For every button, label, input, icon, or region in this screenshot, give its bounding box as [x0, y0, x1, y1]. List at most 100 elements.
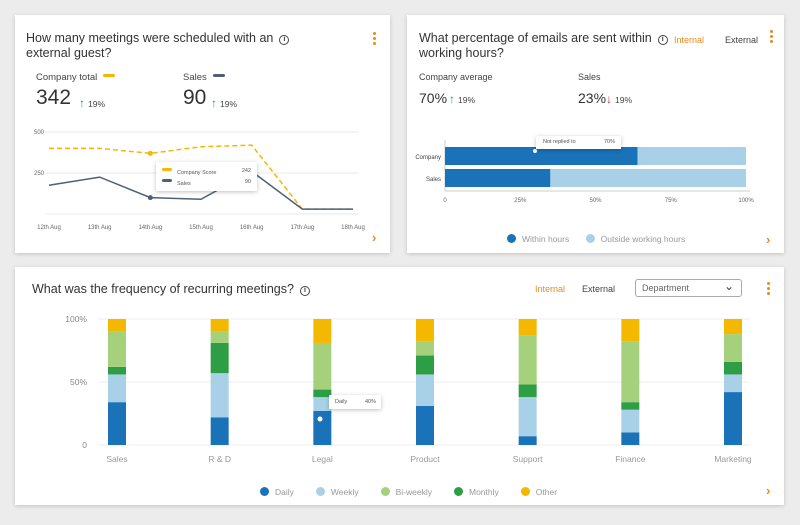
x-category-label: Finance — [615, 454, 646, 464]
bar-within-hours — [445, 169, 551, 187]
legend-dot — [585, 234, 595, 243]
bar-segment-daily — [108, 402, 126, 445]
legend-label: Daily — [275, 487, 294, 497]
dropdown-value: Department — [642, 283, 690, 293]
chevron-right-icon[interactable]: › — [766, 232, 771, 247]
chart-tooltip: Company Score 242 Sales 90 — [156, 162, 257, 191]
bar-segment-other — [416, 319, 434, 342]
y-tick-label: 50% — [70, 377, 87, 387]
bar-segment-monthly — [210, 342, 229, 374]
tooltip-value: 242 — [241, 168, 251, 174]
toggle-external[interactable]: External — [582, 284, 616, 294]
tooltip-label: Company Score — [177, 170, 217, 176]
card-title: How many meetings were scheduled with an… — [26, 31, 290, 61]
x-tick-label: 17th Aug — [290, 225, 314, 231]
bar-segment-daily — [724, 392, 742, 445]
bar-segment-monthly — [621, 402, 640, 410]
chevron-right-icon[interactable]: › — [372, 230, 377, 245]
bar-segment-daily — [518, 436, 537, 445]
recurring-meetings-card: What was the frequency of recurring meet… — [15, 267, 784, 505]
bar-segment-weekly — [313, 397, 332, 411]
toggle-external[interactable]: External — [725, 35, 759, 45]
card-title-line-1: What percentage of emails are sent withi… — [419, 31, 652, 45]
info-icon[interactable]: i — [299, 286, 310, 296]
metric-label-company: Company average — [419, 72, 493, 82]
metric-label-sales: Sales — [183, 72, 225, 83]
bar-segment-daily — [621, 432, 640, 445]
bar-segment-monthly — [108, 366, 126, 375]
legend-label: Outside working hours — [600, 234, 686, 244]
metric-value-company: 70% — [419, 90, 448, 106]
bar-segment-other — [724, 319, 742, 335]
card-title-line-2: external guest? — [26, 46, 112, 60]
more-options-icon[interactable] — [768, 30, 774, 44]
bar-segment-bi-weekly — [416, 341, 434, 356]
chevron-right-icon[interactable]: › — [766, 483, 771, 498]
bar-segment-weekly — [416, 374, 434, 406]
x-tick-label: 13th Aug — [88, 225, 112, 231]
legend-label: Other — [535, 487, 558, 497]
bar-segment-monthly — [313, 389, 332, 398]
bar-segment-monthly — [416, 355, 434, 375]
info-icon[interactable]: i — [657, 35, 668, 45]
legend-label: Within hours — [522, 234, 570, 244]
y-tick-label: 0 — [82, 440, 87, 450]
bar-segment-daily — [210, 417, 229, 445]
bar-segment-bi-weekly — [518, 335, 537, 385]
x-category-label: Marketing — [714, 454, 752, 464]
x-category-label: Product — [410, 454, 440, 464]
metric-value-sales: 23% — [578, 90, 607, 106]
metric-delta-sales: ↑ 19% — [211, 96, 238, 110]
bar-segment-daily — [416, 405, 434, 445]
bar-outside-hours — [550, 169, 746, 187]
legend-dot — [507, 234, 516, 243]
bar-segment-monthly — [518, 384, 537, 398]
x-category-label: Sales — [106, 454, 127, 464]
data-point-marker — [317, 416, 323, 422]
bar-segment-weekly — [108, 374, 126, 403]
x-tick-label: 15th Aug — [189, 225, 213, 231]
bar-segment-weekly — [724, 374, 742, 393]
toggle-internal[interactable]: Internal — [674, 35, 705, 45]
arrow-down-icon: ↓ — [606, 92, 612, 106]
stacked-bar-chart: 100% 50% 0 Sales R & D Legal Product Support Fin… — [65, 314, 752, 464]
emails-working-hours-card: What percentage of emails are sent withi… — [407, 15, 784, 253]
card-title-text: What was the frequency of recurring meet… — [32, 282, 294, 296]
department-dropdown[interactable]: Department ⌄ — [635, 279, 742, 297]
bar-segment-bi-weekly — [724, 334, 742, 362]
x-category-label: R & D — [208, 454, 231, 464]
chart-tooltip: Daily 40% — [329, 395, 381, 409]
metric-delta-company: ↑ 19% — [449, 92, 476, 106]
y-tick-label: 500 — [34, 130, 45, 136]
bar-outside-hours — [637, 147, 746, 165]
tooltip-value: 70% — [603, 139, 615, 145]
sales-line — [48, 170, 353, 210]
horizontal-bar-chart: Company Sales 0 25% 50% 75% 100% — [415, 140, 754, 204]
data-point-marker — [147, 195, 153, 201]
bar-segment-monthly — [724, 361, 742, 375]
tooltip-value: 40% — [364, 399, 376, 405]
x-tick-label: 16th Aug — [240, 225, 264, 231]
bar-segment-weekly — [518, 397, 537, 437]
x-tick-label: 25% — [514, 198, 527, 204]
metric-label-sales: Sales — [578, 72, 601, 82]
bar-segment-other — [518, 319, 537, 336]
legend-dot — [454, 487, 463, 496]
data-point-marker — [147, 150, 153, 156]
card-title-line-2: working hours? — [419, 46, 504, 60]
bar-segment-other — [210, 319, 229, 332]
legend-label: Bi-weekly — [395, 487, 432, 497]
meetings-external-card: How many meetings were scheduled with an… — [15, 15, 390, 253]
toggle-internal[interactable]: Internal — [535, 284, 566, 294]
info-icon[interactable]: i — [279, 35, 290, 45]
y-tick-label: 100% — [65, 314, 87, 324]
x-category-label: Legal — [312, 454, 333, 464]
more-options-icon[interactable] — [765, 282, 771, 296]
x-tick-label: 18th Aug — [341, 225, 365, 231]
bar-segment-weekly — [210, 373, 229, 418]
metric-value-sales: 90 — [183, 86, 207, 109]
company-legend-swatch — [103, 74, 116, 77]
legend-label: Weekly — [330, 487, 359, 497]
data-point-marker — [532, 148, 538, 154]
more-options-icon[interactable] — [371, 32, 377, 46]
